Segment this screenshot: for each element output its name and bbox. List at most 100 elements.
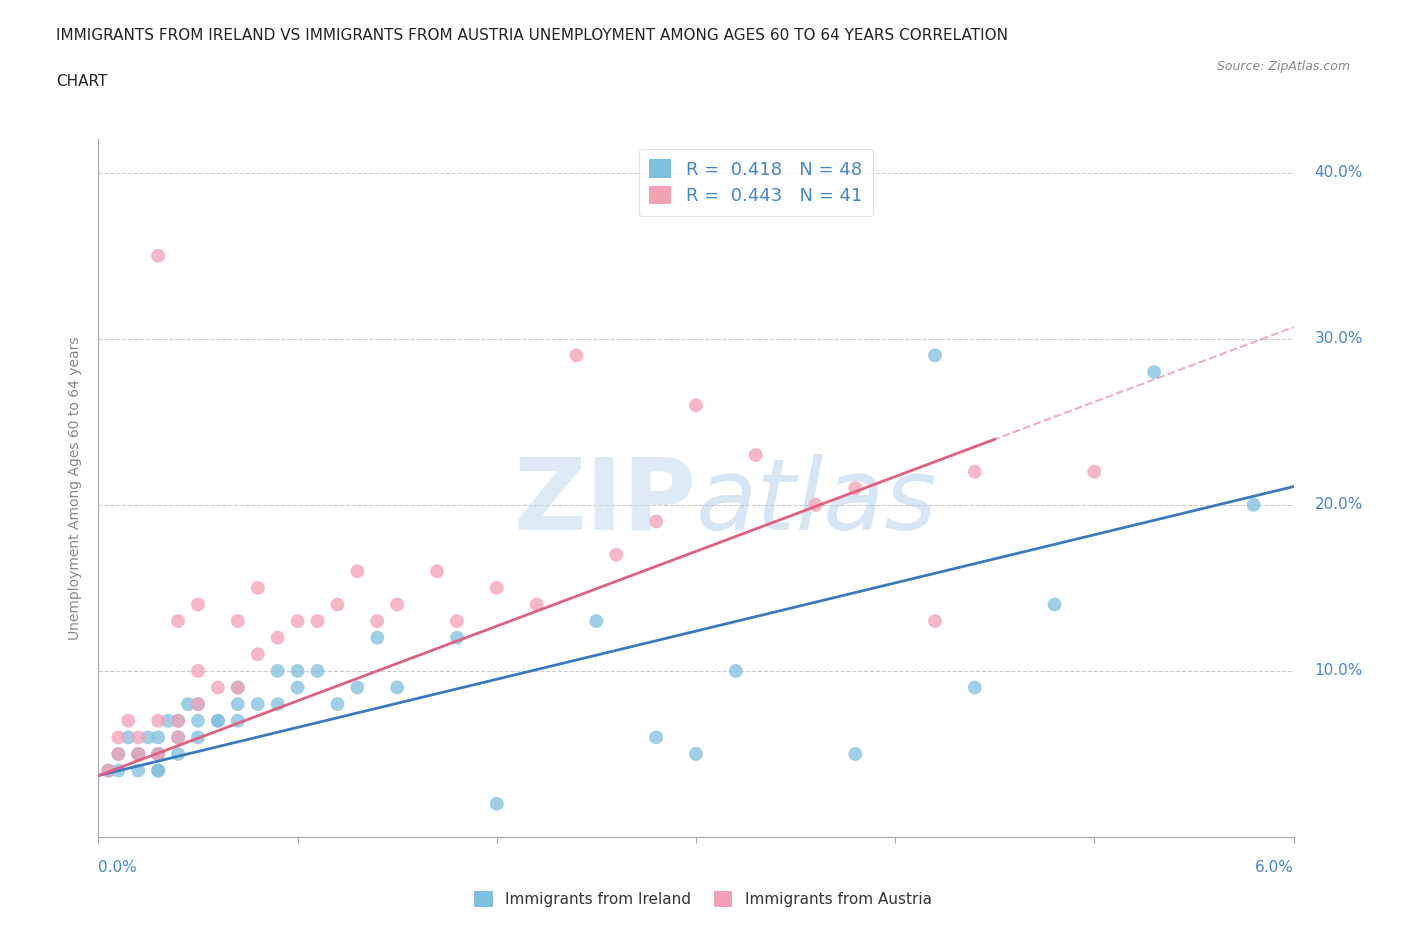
Point [267,631,290,645]
Text: atlas: atlas [696,454,938,551]
Point [287,663,309,678]
Point [385,597,409,612]
Text: 10.0%: 10.0% [1315,663,1362,678]
Point [148,747,170,762]
Point [226,697,249,711]
Point [117,730,139,745]
Point [136,730,159,745]
Point [107,747,129,762]
Y-axis label: Unemployment Among Ages 60 to 64 years: Unemployment Among Ages 60 to 64 years [69,337,83,640]
Point [127,764,149,778]
Point [167,730,190,745]
Point [187,730,209,745]
Point [148,764,170,778]
Point [804,498,827,512]
Point [366,614,388,629]
Point [157,713,180,728]
Point [117,713,139,728]
Text: 20.0%: 20.0% [1315,498,1362,512]
Point [148,730,170,745]
Point [226,680,249,695]
Legend: R =  0.418   N = 48, R =  0.443   N = 41: R = 0.418 N = 48, R = 0.443 N = 41 [638,149,873,216]
Legend: Immigrants from Ireland, Immigrants from Austria: Immigrants from Ireland, Immigrants from… [468,884,938,913]
Point [226,680,249,695]
Point [1243,498,1265,512]
Point [167,713,190,728]
Point [485,580,508,595]
Point [645,730,668,745]
Point [685,747,707,762]
Point [605,547,627,562]
Point [127,730,149,745]
Point [267,663,290,678]
Point [148,713,170,728]
Point [207,713,229,728]
Point [127,747,149,762]
Point [963,680,986,695]
Point [167,614,190,629]
Point [207,680,229,695]
Point [287,680,309,695]
Text: IMMIGRANTS FROM IRELAND VS IMMIGRANTS FROM AUSTRIA UNEMPLOYMENT AMONG AGES 60 TO: IMMIGRANTS FROM IRELAND VS IMMIGRANTS FR… [56,28,1008,43]
Text: 30.0%: 30.0% [1315,331,1362,346]
Point [167,730,190,745]
Point [346,680,368,695]
Point [724,663,747,678]
Point [385,680,409,695]
Point [326,597,349,612]
Point [844,481,866,496]
Point [246,580,269,595]
Point [246,697,269,711]
Point [526,597,548,612]
Point [307,614,329,629]
Text: 40.0%: 40.0% [1315,166,1362,180]
Point [326,697,349,711]
Point [167,713,190,728]
Point [127,747,149,762]
Point [844,747,866,762]
Text: 0.0%: 0.0% [98,860,138,875]
Point [187,597,209,612]
Point [924,348,946,363]
Point [585,614,607,629]
Point [963,464,986,479]
Point [745,447,768,462]
Point [148,747,170,762]
Point [1143,365,1166,379]
Point [267,697,290,711]
Point [645,514,668,529]
Text: CHART: CHART [56,74,108,89]
Point [97,764,120,778]
Point [446,614,468,629]
Point [127,747,149,762]
Point [107,730,129,745]
Point [187,697,209,711]
Point [565,348,588,363]
Point [226,614,249,629]
Point [97,764,120,778]
Point [148,248,170,263]
Point [485,796,508,811]
Text: Source: ZipAtlas.com: Source: ZipAtlas.com [1216,60,1350,73]
Point [1083,464,1105,479]
Point [307,663,329,678]
Point [685,398,707,413]
Point [366,631,388,645]
Point [167,747,190,762]
Point [346,564,368,578]
Point [107,747,129,762]
Point [187,663,209,678]
Point [148,764,170,778]
Text: 6.0%: 6.0% [1254,860,1294,875]
Point [924,614,946,629]
Point [207,713,229,728]
Point [187,713,209,728]
Point [287,614,309,629]
Text: ZIP: ZIP [513,454,696,551]
Point [148,747,170,762]
Point [226,713,249,728]
Point [246,647,269,662]
Point [177,697,200,711]
Point [107,764,129,778]
Point [187,697,209,711]
